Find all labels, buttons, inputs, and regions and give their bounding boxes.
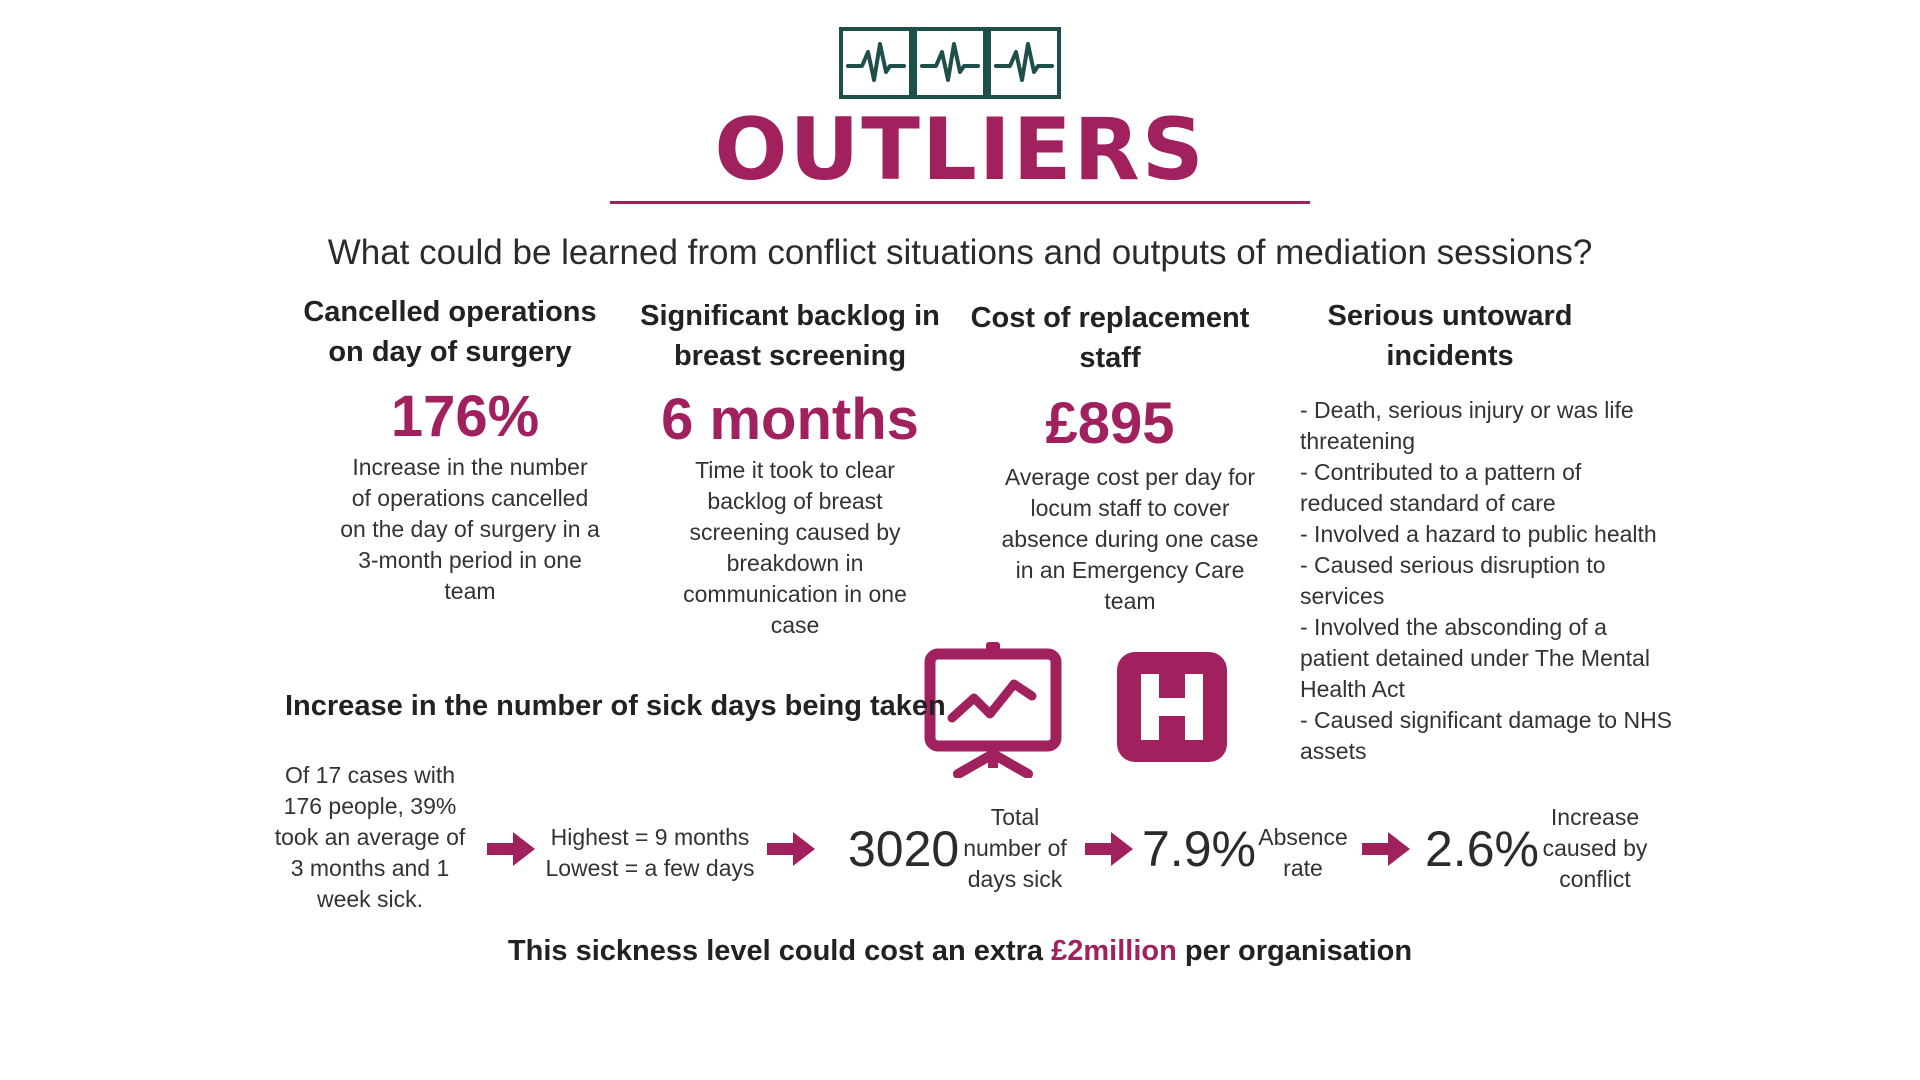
stat-breast-screening: 6 months xyxy=(661,387,919,452)
title-divider xyxy=(610,201,1310,204)
stat-cancelled-operations: 176% xyxy=(390,384,540,449)
cost-highlight: £2million xyxy=(1051,935,1177,967)
total-days-value: 3020 xyxy=(848,821,960,877)
list-item: services xyxy=(1300,583,1385,609)
incidents-list: - Death, serious injury or was life thre… xyxy=(1300,395,1700,767)
list-item: - Caused serious disruption to xyxy=(1300,552,1606,578)
arrow-right-icon xyxy=(1362,832,1410,866)
cost-statement: This sickness level could cost an extra … xyxy=(507,935,1413,967)
sick-cases-summary: Of 17 cases with 176 people, 39% took an… xyxy=(274,762,466,912)
conflict-increase-label: Increase caused by conflict xyxy=(1542,804,1648,892)
hospital-icon xyxy=(1115,650,1229,764)
arrow-right-icon xyxy=(487,832,535,866)
description-breast-screening: Time it took to clear backlog of breast … xyxy=(683,457,907,638)
list-item: reduced standard of care xyxy=(1300,490,1556,516)
column-heading-serious-incidents: Serious untoward incidents xyxy=(1327,300,1573,372)
list-item: - Involved the absconding of a xyxy=(1300,614,1607,640)
list-item: Health Act xyxy=(1300,676,1405,702)
column-heading-breast-screening: Significant backlog in breast screening xyxy=(640,300,940,372)
list-item: - Involved a hazard to public health xyxy=(1300,521,1657,547)
logo xyxy=(838,26,1062,100)
stat-replacement-staff: £895 xyxy=(1045,391,1175,456)
conflict-increase-value: 2.6% xyxy=(1425,821,1539,877)
column-heading-cancelled-operations: Cancelled operations on day of surgery xyxy=(303,296,597,368)
list-item: threatening xyxy=(1300,428,1416,454)
absence-rate-value: 7.9% xyxy=(1142,821,1256,877)
list-item: - Contributed to a pattern of xyxy=(1300,459,1582,485)
arrow-right-icon xyxy=(1085,832,1133,866)
heartbeat-icon xyxy=(839,27,1061,99)
presentation-chart-icon xyxy=(924,640,1062,779)
list-item: - Death, serious injury or was life xyxy=(1300,397,1634,423)
sick-range: Highest = 9 months Lowest = a few days xyxy=(545,824,755,881)
column-heading-replacement-staff: Cost of replacement staff xyxy=(970,302,1250,374)
page-question: What could be learned from conflict situ… xyxy=(327,233,1593,272)
total-days-label: Total number of days sick xyxy=(963,804,1067,892)
arrow-right-icon xyxy=(767,832,815,866)
absence-rate-label: Absence rate xyxy=(1258,824,1348,881)
description-cancelled-operations: Increase in the number of operations can… xyxy=(340,454,600,604)
list-item: assets xyxy=(1300,738,1367,764)
list-item: - Caused significant damage to NHS xyxy=(1300,707,1673,733)
list-item: patient detained under The Mental xyxy=(1300,645,1650,671)
description-replacement-staff: Average cost per day for locum staff to … xyxy=(1001,464,1259,614)
page-title: OUTLIERS xyxy=(714,100,1206,200)
sick-days-title: Increase in the number of sick days bein… xyxy=(285,690,946,722)
